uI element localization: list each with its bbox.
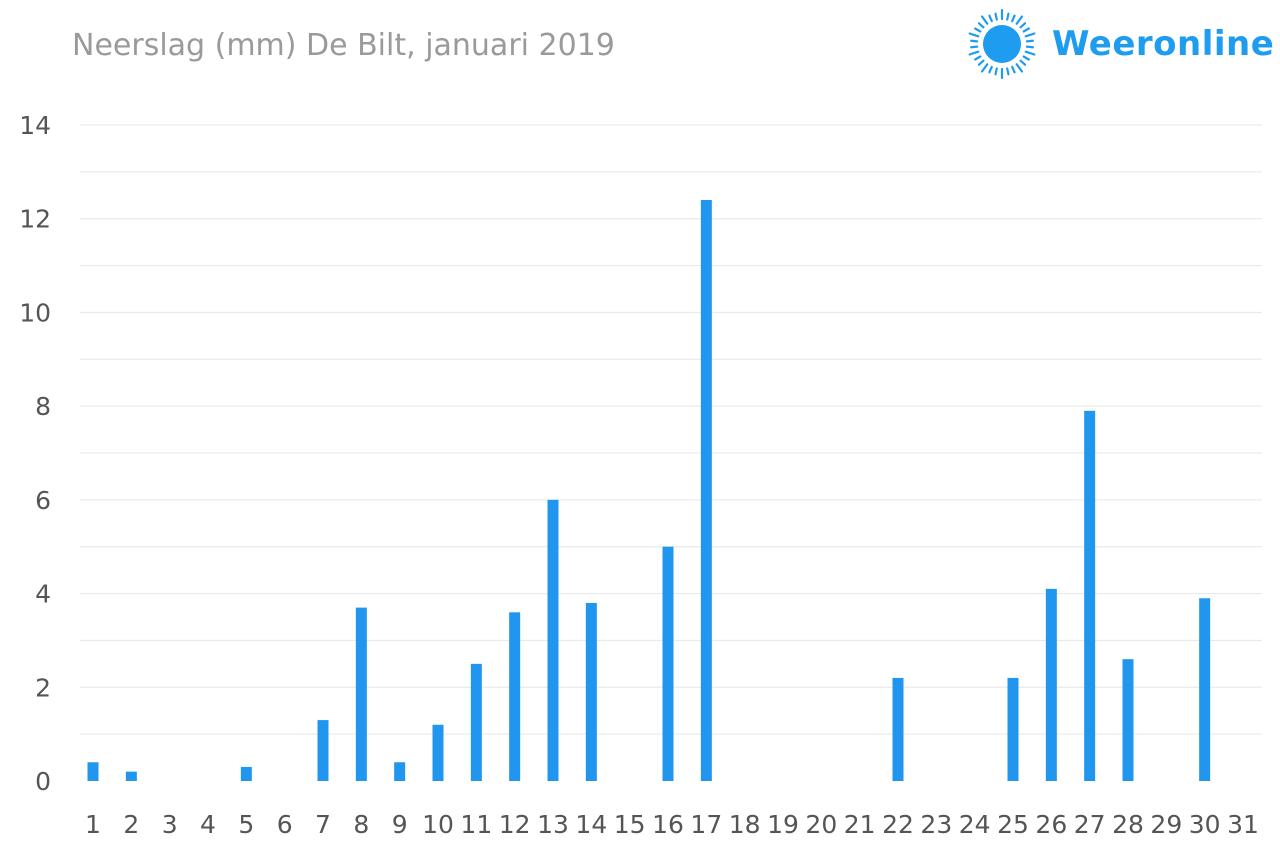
x-tick-label: 11 xyxy=(460,810,492,839)
x-tick-label: 26 xyxy=(1035,810,1067,839)
x-tick-label: 7 xyxy=(315,810,331,839)
brand-logo[interactable]: Weeronline xyxy=(966,8,1274,80)
bar-day-7 xyxy=(317,720,329,781)
x-tick-label: 24 xyxy=(959,810,991,839)
bar-day-30 xyxy=(1199,598,1211,781)
bar-day-25 xyxy=(1007,677,1019,781)
x-tick-label: 27 xyxy=(1074,810,1106,839)
bar-day-11 xyxy=(470,663,482,781)
bar-day-26 xyxy=(1045,588,1057,781)
bar-day-22 xyxy=(892,677,904,781)
x-tick-label: 22 xyxy=(882,810,914,839)
chart-title: Neerslag (mm) De Bilt, januari 2019 xyxy=(72,28,615,63)
bar-day-14 xyxy=(585,602,597,781)
bar-day-1 xyxy=(87,762,99,781)
y-tick-label: 2 xyxy=(35,673,51,702)
x-tick-label: 29 xyxy=(1150,810,1182,839)
bar-day-9 xyxy=(394,762,406,781)
x-tick-label: 28 xyxy=(1112,810,1144,839)
x-tick-label: 25 xyxy=(997,810,1029,839)
y-tick-label: 6 xyxy=(35,486,51,515)
bar-day-12 xyxy=(509,612,521,781)
bar-day-2 xyxy=(125,771,137,781)
x-tick-label: 15 xyxy=(614,810,646,839)
y-tick-label: 14 xyxy=(19,111,51,140)
x-tick-label: 5 xyxy=(238,810,254,839)
x-tick-label: 8 xyxy=(353,810,369,839)
x-tick-label: 31 xyxy=(1227,810,1259,839)
x-tick-label: 13 xyxy=(537,810,569,839)
y-axis-ticks: 0 2 4 6 8 10 12 14 xyxy=(19,111,51,796)
x-tick-label: 20 xyxy=(805,810,837,839)
y-tick-label: 8 xyxy=(35,392,51,421)
x-tick-label: 9 xyxy=(392,810,408,839)
bar-day-28 xyxy=(1122,659,1134,781)
x-tick-label: 1 xyxy=(85,810,101,839)
y-tick-label: 10 xyxy=(19,298,51,327)
bar-day-8 xyxy=(355,607,367,781)
bar-day-16 xyxy=(662,546,674,781)
bar-day-17 xyxy=(700,199,712,781)
bars xyxy=(87,199,1211,781)
x-axis-ticks: 1 2 3 4 5 6 7 8 9 10 11 12 13 14 15 16 17 18 19 20 21 22 23 24 2… xyxy=(85,810,1259,839)
x-tick-label: 23 xyxy=(920,810,952,839)
y-tick-label: 0 xyxy=(35,767,51,796)
bar-day-13 xyxy=(547,499,559,781)
x-tick-label: 12 xyxy=(499,810,531,839)
x-tick-label: 2 xyxy=(123,810,139,839)
x-tick-label: 17 xyxy=(690,810,722,839)
x-tick-label: 21 xyxy=(844,810,876,839)
sun-logo-icon xyxy=(968,8,1036,80)
x-tick-label: 19 xyxy=(767,810,799,839)
x-tick-label: 10 xyxy=(422,810,454,839)
brand-name: Weeronline xyxy=(1052,24,1275,64)
x-tick-label: 16 xyxy=(652,810,684,839)
bar-day-10 xyxy=(432,724,444,781)
x-tick-label: 18 xyxy=(729,810,761,839)
y-tick-label: 4 xyxy=(35,580,51,609)
x-tick-label: 6 xyxy=(277,810,293,839)
bar-day-27 xyxy=(1084,410,1096,781)
x-tick-label: 30 xyxy=(1189,810,1221,839)
x-tick-label: 3 xyxy=(162,810,178,839)
x-tick-label: 4 xyxy=(200,810,216,839)
bar-day-5 xyxy=(240,766,252,781)
y-tick-label: 12 xyxy=(19,205,51,234)
x-tick-label: 14 xyxy=(575,810,607,839)
